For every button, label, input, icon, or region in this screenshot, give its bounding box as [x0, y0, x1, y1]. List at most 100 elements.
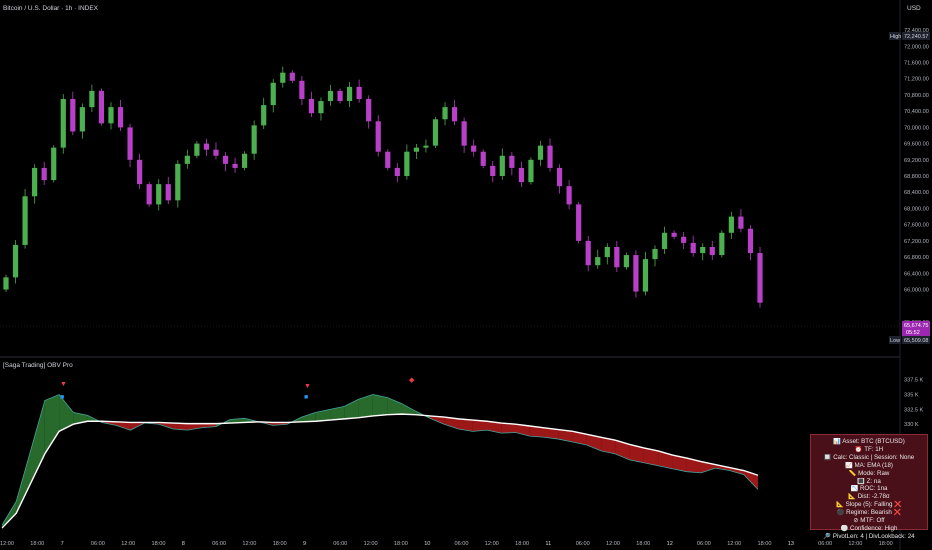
panel-row: 🔎 PivotLen: 4 | DivLookback: 24 — [823, 532, 915, 540]
candle-body — [108, 107, 114, 124]
obv-fill-segment — [73, 412, 88, 425]
currency-label[interactable]: USD — [907, 5, 921, 12]
price-tick-label: 68,400.00 — [904, 190, 929, 196]
panel-row: 📏 Mode: Raw — [848, 469, 890, 477]
candle-body — [289, 72, 295, 81]
candle-body — [423, 145, 429, 148]
panel-row: 📈 MA: EMA (18) — [845, 461, 893, 469]
price-tick-label: 72,000.00 — [904, 44, 929, 50]
candle-body — [413, 147, 420, 152]
obv-fill-segment — [501, 423, 516, 434]
price-candles[interactable] — [3, 66, 763, 308]
obv-fill-segment — [572, 431, 587, 445]
candle-body — [327, 90, 334, 102]
price-tick-label: 66,000.00 — [904, 288, 929, 294]
candle-body — [127, 127, 133, 160]
time-tick-label: 12:00 — [606, 541, 620, 547]
candle-body — [604, 246, 610, 258]
time-tick-label: 06:00 — [697, 541, 711, 547]
time-tick-label: 18:00 — [152, 541, 166, 547]
price-tick-label: 66,800.00 — [904, 255, 929, 261]
candle-body — [251, 125, 257, 154]
price-tick-label: 70,400.00 — [904, 109, 929, 115]
candle-body — [318, 101, 324, 114]
high-value-bg — [902, 32, 930, 40]
buy-signal-marker: ■ — [304, 394, 308, 401]
candle-body — [518, 167, 524, 183]
price-tick-label: 70,000.00 — [904, 125, 929, 131]
time-axis[interactable]: 12:00 18:00 7 06:00 12:00 18:00 8 06:00 12:00 18:… — [0, 541, 893, 547]
candle-body — [652, 248, 658, 260]
obv-tick-label: 335 K — [904, 393, 919, 399]
symbol-title[interactable]: Bitcoin / U.S. Dollar · 1h · INDEX — [3, 5, 99, 12]
obv-fill-segment — [486, 421, 502, 434]
panel-row: 🔲 Calc: Classic | Session: None — [823, 453, 915, 461]
obv-tick-label: 332.5 K — [904, 407, 924, 413]
candle-body — [757, 253, 763, 303]
obv-fill-segment — [458, 418, 473, 432]
sell-signal-marker: ▼ — [304, 383, 311, 390]
obv-fill-segment — [387, 397, 402, 415]
price-tick-label: 68,800.00 — [904, 174, 929, 180]
candle-body — [451, 107, 458, 122]
high-value: 72,240.57 — [904, 34, 928, 40]
candle-body — [280, 72, 286, 83]
time-tick-label: 12:00 — [364, 541, 378, 547]
time-tick-label: 18:00 — [30, 541, 44, 547]
sell-signal-marker: ◆ — [409, 377, 415, 384]
candle-body — [308, 99, 315, 114]
time-tick-label: 06:00 — [818, 541, 832, 547]
time-tick-label: 06:00 — [91, 541, 105, 547]
time-tick-label: 18:00 — [515, 541, 529, 547]
time-tick-label: 12:00 — [0, 541, 14, 547]
candle-body — [175, 163, 181, 201]
price-tick-label: 66,400.00 — [904, 271, 929, 277]
candle-body — [60, 99, 66, 148]
panel-row: ⏰ TF: 1H — [854, 445, 884, 453]
time-tick-label: 18:00 — [273, 541, 287, 547]
candle-body — [232, 163, 238, 168]
candle-body — [213, 149, 219, 156]
candle-body — [576, 204, 582, 241]
bar-countdown: 05:52 — [906, 330, 920, 336]
price-tick-label: 72,400.00 — [904, 28, 929, 34]
candle-body — [461, 121, 467, 146]
candle-body — [41, 167, 47, 181]
candle-body — [700, 246, 706, 254]
panel-row: 📊 Asset: BTC (BTCUSD) — [833, 438, 905, 445]
panel-row: 📐 Dist: -2.78σ — [848, 493, 890, 501]
time-tick-label: 06:00 — [576, 541, 590, 547]
time-tick-label: 12 — [667, 541, 673, 547]
time-tick-label: 12:00 — [121, 541, 135, 547]
candle-body — [385, 151, 391, 168]
price-tick-label: 69,200.00 — [904, 158, 929, 164]
candle-body — [471, 145, 477, 152]
price-tick-label: 71,600.00 — [904, 61, 929, 67]
candle-body — [623, 255, 629, 268]
candle-body — [366, 99, 372, 122]
time-tick-label: 18:00 — [636, 541, 650, 547]
current-price-bg — [902, 321, 930, 336]
obv-fill-segment — [401, 403, 416, 415]
price-tick-label: 70,800.00 — [904, 93, 929, 99]
candle-body — [690, 242, 696, 254]
obv-fill-segment — [472, 420, 487, 432]
obv-ma-line — [1, 413, 759, 529]
candle-body — [547, 145, 553, 168]
candle-body — [261, 105, 267, 126]
candle-body — [432, 119, 439, 146]
candle-body — [70, 99, 76, 132]
candle-body — [681, 236, 687, 243]
obv-fill-segment — [344, 399, 359, 419]
price-axis[interactable]: 72,400.00 72,000.00 71,600.00 71,200.00 70,8… — [904, 28, 929, 326]
time-tick-label: 12:00 — [485, 541, 499, 547]
obv-fill-segment — [643, 447, 659, 466]
candle-body — [203, 143, 210, 150]
price-tick-label: 67,600.00 — [904, 223, 929, 229]
indicator-title[interactable]: [Saga Trading] OBV Pro — [3, 362, 73, 369]
candle-body — [404, 151, 410, 177]
obv-fill-segment — [44, 394, 60, 454]
obv-pane[interactable] — [1, 394, 759, 529]
candle-body — [509, 155, 515, 168]
